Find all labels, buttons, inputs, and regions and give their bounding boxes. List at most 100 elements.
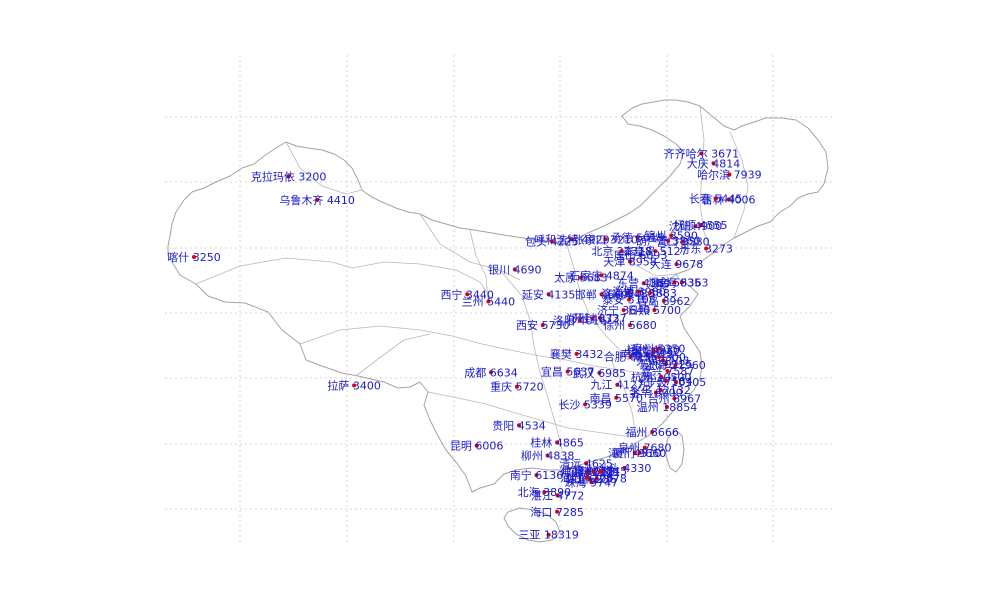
city-dot: [352, 383, 357, 388]
city-dot: [627, 297, 631, 302]
city-dot: [622, 465, 627, 470]
city-label: 包头 4225: [525, 235, 579, 248]
city-dot: [598, 469, 603, 474]
city-label: 抚顺 4555: [674, 218, 728, 232]
city-dot: [659, 374, 664, 379]
city-label: 南昌 5570: [590, 392, 644, 405]
city-dot: [656, 346, 661, 351]
city-dot: [599, 292, 604, 297]
city-dot: [546, 292, 551, 297]
city-dot: [465, 292, 470, 297]
city-label: 福州 8666: [625, 425, 679, 439]
city-label: 惠州 7845: [574, 464, 628, 478]
city-label: 烟台 5835: [648, 276, 702, 290]
city-dot: [534, 473, 539, 478]
city-dot: [638, 253, 643, 257]
city-label: 大连 9678: [650, 257, 704, 271]
city-dot: [192, 255, 196, 259]
city-label: 海口 7285: [530, 505, 584, 519]
city-label: 泰安 5108: [602, 293, 656, 307]
city-dot: [540, 323, 545, 328]
city-label: 常州 5300: [632, 351, 686, 364]
city-dot: [577, 318, 582, 323]
city-label: 大庆 4814: [687, 156, 741, 170]
city-label: 天津 8958: [603, 256, 657, 269]
city-label: 珠海 9747: [565, 475, 619, 489]
city-dot: [674, 380, 678, 385]
city-dot: [589, 480, 594, 485]
city-label: 齐齐哈尔 3671: [664, 147, 740, 161]
city-dot: [621, 308, 626, 313]
city-dot: [599, 273, 604, 278]
city-label: 贵阳 4534: [492, 419, 546, 432]
city-label: 江门 5206: [560, 471, 614, 485]
city-label: 淄博 3980: [612, 286, 666, 299]
city-label: 金华 6000: [629, 386, 683, 400]
city-dot: [653, 390, 658, 395]
city-dot: [584, 475, 589, 480]
city-dot: [664, 361, 668, 366]
city-label: 邯郸 4669: [575, 287, 629, 301]
city-dot: [615, 382, 620, 387]
city-label: 合肥 6235: [604, 350, 658, 364]
city-label: 克拉玛依 3200: [251, 169, 327, 183]
province-border: [589, 231, 677, 277]
city-label: 台州 8967: [648, 392, 702, 406]
province-border: [699, 105, 713, 255]
city-label: 桂林 4865: [530, 435, 584, 449]
city-label: 石家庄 4874: [569, 268, 634, 282]
city-label: 徐州 5680: [603, 318, 657, 332]
city-dot: [514, 384, 519, 389]
city-label: 秦皇岛 5127: [623, 244, 688, 258]
city-dot: [486, 299, 491, 304]
city-dot: [489, 370, 493, 375]
city-label: 清远 4625: [559, 457, 613, 470]
city-dot: [555, 509, 560, 514]
city-label: 哈尔滨 7939: [697, 168, 762, 182]
province-border: [481, 343, 677, 381]
city-dot: [711, 161, 716, 166]
city-label: 拉萨 3400: [327, 378, 381, 392]
city-dot: [628, 259, 632, 264]
city-dot: [661, 298, 666, 303]
city-label: 镇江 5052: [627, 345, 681, 359]
taiwan-island: [665, 429, 685, 473]
city-dot: [650, 429, 655, 434]
city-dot: [555, 440, 560, 445]
city-label: 苏州 9125: [639, 358, 693, 371]
city-dot: [555, 493, 560, 498]
city-label: 西宁 3440: [440, 287, 494, 301]
city-label: 九江 4127: [591, 379, 645, 392]
city-label: 厦门 9660: [613, 446, 667, 460]
city-dot: [545, 453, 550, 458]
city-dot: [648, 291, 653, 295]
city-label: 济宁 3640: [597, 303, 651, 317]
city-dot: [651, 350, 656, 354]
city-label: 喀什 3250: [167, 251, 221, 264]
city-dot: [644, 351, 649, 356]
city-dot: [628, 354, 633, 359]
city-dot: [637, 450, 642, 455]
city-label: 承德 5015: [611, 230, 665, 244]
city-dot: [542, 490, 547, 495]
city-dot: [665, 369, 670, 373]
city-label: 东莞 7021: [567, 466, 621, 479]
city-label: 兰州 5440: [462, 296, 516, 309]
city-dot: [286, 174, 291, 179]
city-label: 长春 5445: [689, 193, 743, 206]
city-dot: [673, 363, 678, 368]
city-dot: [693, 224, 698, 229]
city-label: 张家口 3210: [573, 232, 638, 246]
city-label: 重庆 5720: [490, 380, 544, 394]
city-label: 嘉兴 7587: [641, 364, 695, 378]
city-dot: [546, 532, 551, 537]
city-dot: [584, 470, 589, 475]
city-dot: [698, 222, 703, 227]
city-dot: [727, 172, 732, 177]
city-dot: [680, 239, 685, 244]
city-label: 锦州 3590: [644, 228, 698, 242]
city-label: 长沙 5339: [558, 398, 612, 411]
city-label: 太原 5683: [554, 272, 608, 285]
city-label: 扬州 4930: [627, 342, 681, 356]
city-dot: [726, 197, 731, 202]
